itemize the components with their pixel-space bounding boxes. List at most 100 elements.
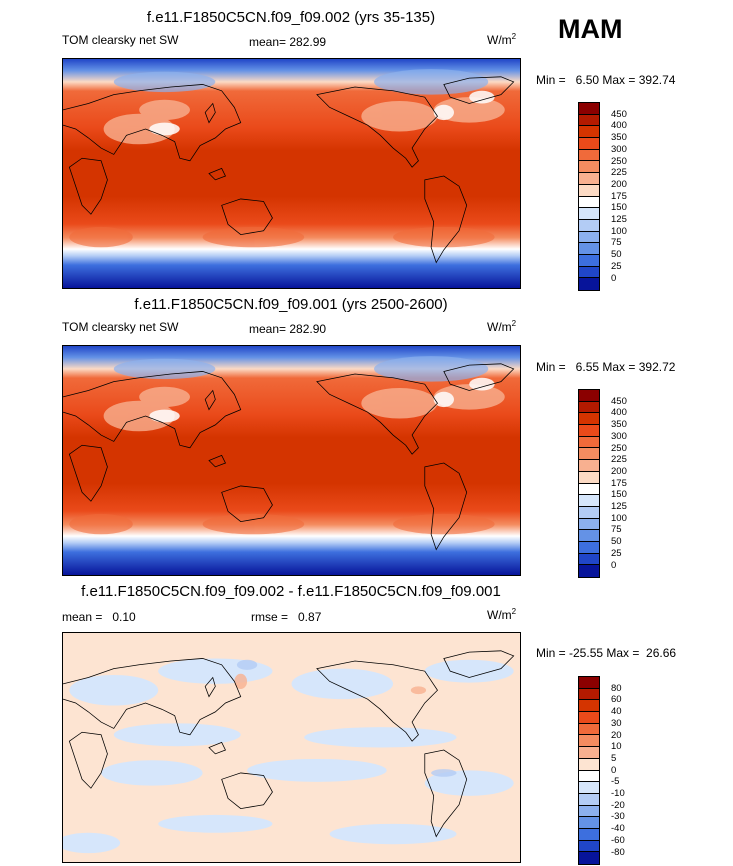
colorbar-tick-label: 150 (611, 202, 627, 214)
panel-2-title: f.e11.F1850C5CN.f09_f09.001 (yrs 2500-26… (134, 296, 448, 313)
colorbar-tick-label: 25 (611, 547, 622, 559)
colorbar-swatch (579, 530, 599, 542)
colorbar-swatch (579, 114, 599, 127)
colorbar-swatch (579, 828, 599, 841)
colorbar-tick-label: 400 (611, 120, 627, 132)
panel-3-min-max: Min = -25.55 Max = 26.66 (536, 646, 677, 660)
colorbar-swatch (579, 700, 599, 713)
colorbar-swatch (579, 712, 599, 724)
colorbar-tick-label: 350 (611, 132, 627, 144)
colorbar-tick-label: 50 (611, 536, 622, 548)
colorbar-tick-label: 0 (611, 764, 617, 776)
colorbar-swatch (579, 208, 599, 220)
colorbar-swatch (579, 460, 599, 472)
colorbar-swatch (579, 565, 599, 577)
panel-3-colorbar (578, 676, 600, 865)
colorbar-swatch (579, 126, 599, 139)
colorbar-swatch (579, 495, 599, 507)
colorbar-tick-label: 350 (611, 419, 627, 431)
panel-1-variable-label: TOM clearsky net SW (62, 33, 179, 47)
season-label: MAM (558, 14, 623, 44)
panel-2-min-max: Min = 6.55 Max = 392.72 (536, 360, 676, 374)
colorbar-tick-label: 80 (611, 682, 622, 694)
colorbar-swatch (579, 483, 599, 496)
panel-2-colorbar (578, 389, 600, 578)
colorbar-swatch (579, 448, 599, 461)
colorbar-swatch (579, 688, 599, 701)
colorbar-swatch (579, 506, 599, 519)
colorbar-tick-label: 0 (611, 559, 617, 571)
colorbar-swatch (579, 735, 599, 748)
colorbar-swatch (579, 390, 599, 402)
colorbar-tick-label: 75 (611, 524, 622, 536)
colorbar-swatch (579, 266, 599, 279)
colorbar-tick-label: -40 (611, 823, 625, 835)
colorbar-swatch (579, 184, 599, 197)
panel-2-map-plot (63, 346, 520, 575)
colorbar-tick-label: 450 (611, 395, 627, 407)
colorbar-tick-label: 20 (611, 729, 622, 741)
colorbar-swatch (579, 553, 599, 566)
colorbar-swatch (579, 231, 599, 244)
colorbar-tick-label: 300 (611, 143, 627, 155)
panel-2-mean: mean= 282.90 (249, 322, 327, 336)
colorbar-swatch (579, 770, 599, 783)
colorbar-swatch (579, 413, 599, 426)
colorbar-tick-label: 100 (611, 512, 627, 524)
colorbar-tick-label: 175 (611, 190, 627, 202)
panel-1-map-plot (63, 59, 520, 288)
panel-3-mean: mean = 0.10 (62, 610, 136, 624)
colorbar-swatch (579, 793, 599, 806)
colorbar-tick-label: -10 (611, 788, 625, 799)
colorbar-tick-label: 10 (611, 741, 622, 753)
colorbar-tick-label: 175 (611, 477, 627, 489)
panel-1-units: W/m2 (487, 32, 517, 48)
panel-1-min-max: Min = 6.50 Max = 392.74 (536, 73, 676, 87)
colorbar-swatch (579, 758, 599, 771)
colorbar-swatch (579, 425, 599, 437)
colorbar-tick-label: 25 (611, 260, 622, 272)
panel-2-variable-label: TOM clearsky net SW (62, 320, 179, 334)
panel-3-title: f.e11.F1850C5CN.f09_f09.002 - f.e11.F185… (81, 583, 501, 600)
colorbar-tick-label: 200 (611, 465, 627, 477)
panel-3-units: W/m2 (487, 607, 517, 623)
colorbar-swatch (579, 782, 599, 794)
colorbar-swatch (579, 278, 599, 290)
colorbar-tick-label: -80 (611, 846, 625, 858)
colorbar-swatch (579, 243, 599, 255)
colorbar-swatch (579, 196, 599, 209)
colorbar-swatch (579, 840, 599, 853)
panel-1-title: f.e11.F1850C5CN.f09_f09.002 (yrs 35-135) (146, 9, 436, 26)
colorbar-tick-label: 100 (611, 225, 627, 237)
panel-1-mean: mean= 282.99 (249, 35, 327, 49)
colorbar-tick-label: 400 (611, 407, 627, 419)
colorbar-tick-label: 250 (611, 442, 627, 454)
colorbar-swatch (579, 401, 599, 414)
colorbar-tick-label: 40 (611, 706, 622, 718)
colorbar-swatch (579, 677, 599, 689)
panel-3-map-plot (63, 633, 520, 862)
colorbar-tick-label: 0 (611, 272, 617, 284)
colorbar-tick-label: -20 (611, 799, 625, 811)
colorbar-tick-label: 200 (611, 178, 627, 190)
colorbar-swatch (579, 747, 599, 759)
colorbar-swatch (579, 805, 599, 818)
colorbar-swatch (579, 219, 599, 232)
colorbar-tick-label: 225 (611, 454, 627, 466)
colorbar-tick-label: 250 (611, 155, 627, 167)
colorbar-swatch (579, 817, 599, 829)
colorbar-tick-label: 125 (611, 214, 627, 225)
colorbar-tick-label: -5 (611, 776, 620, 788)
colorbar-swatch (579, 723, 599, 736)
colorbar-swatch (579, 541, 599, 554)
colorbar-tick-label: 50 (611, 249, 622, 261)
colorbar-swatch (579, 173, 599, 185)
colorbar-tick-label: 60 (611, 694, 622, 706)
colorbar-tick-label: 450 (611, 108, 627, 120)
colorbar-tick-label: 225 (611, 167, 627, 179)
panel-2-map (62, 345, 521, 576)
colorbar-tick-label: 5 (611, 752, 617, 764)
colorbar-tick-label: 125 (611, 501, 627, 512)
panel-1-map (62, 58, 521, 289)
colorbar-swatch (579, 436, 599, 449)
